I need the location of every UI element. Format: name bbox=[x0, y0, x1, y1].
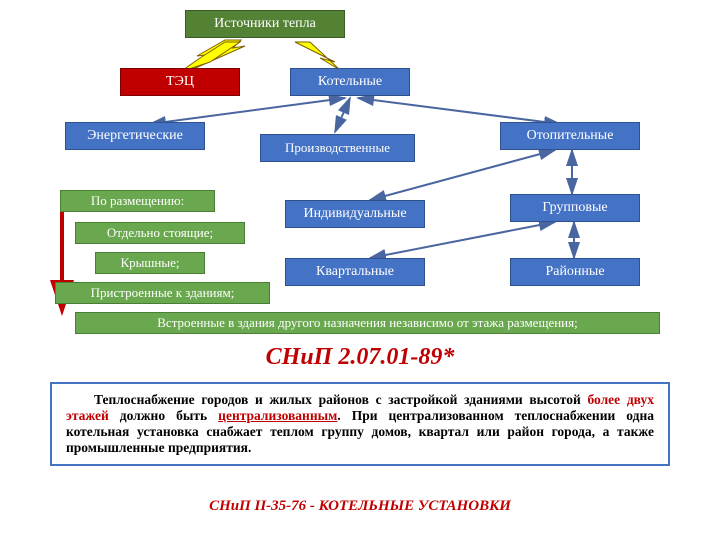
individual-node: Индивидуальные bbox=[285, 200, 425, 228]
district-node: Районные bbox=[510, 258, 640, 286]
placement-attached: Пристроенные к зданиям; bbox=[55, 282, 270, 304]
placement-builtin: Встроенные в здания другого назначения н… bbox=[75, 312, 660, 334]
tec-node: ТЭЦ bbox=[120, 68, 240, 96]
desc-part-0: Теплоснабжение городов и жилых районов с… bbox=[94, 392, 587, 407]
boilers-node: Котельные bbox=[290, 68, 410, 96]
energetic-node: Энергетические bbox=[65, 122, 205, 150]
quarter-node: Квартальные bbox=[285, 258, 425, 286]
heating-node: Отопительные bbox=[500, 122, 640, 150]
footer-text: СНиП II-35-76 - КОТЕЛЬНЫЕ УСТАНОВКИ bbox=[0, 498, 720, 515]
placement-roof: Крышные; bbox=[95, 252, 205, 274]
desc-part-3: централизованным bbox=[218, 408, 337, 423]
group-node: Групповые bbox=[510, 194, 640, 222]
production-node: Производственные bbox=[260, 134, 415, 162]
snip-heading: СНиП 2.07.01-89* bbox=[0, 344, 720, 371]
root-node: Источники тепла bbox=[185, 10, 345, 38]
description-box: Теплоснабжение городов и жилых районов с… bbox=[50, 382, 670, 466]
yellow-arrow-2 bbox=[295, 42, 340, 70]
placement-title: По размещению: bbox=[60, 190, 215, 212]
desc-part-2: должно быть bbox=[109, 408, 218, 423]
placement-standalone: Отдельно стоящие; bbox=[75, 222, 245, 244]
